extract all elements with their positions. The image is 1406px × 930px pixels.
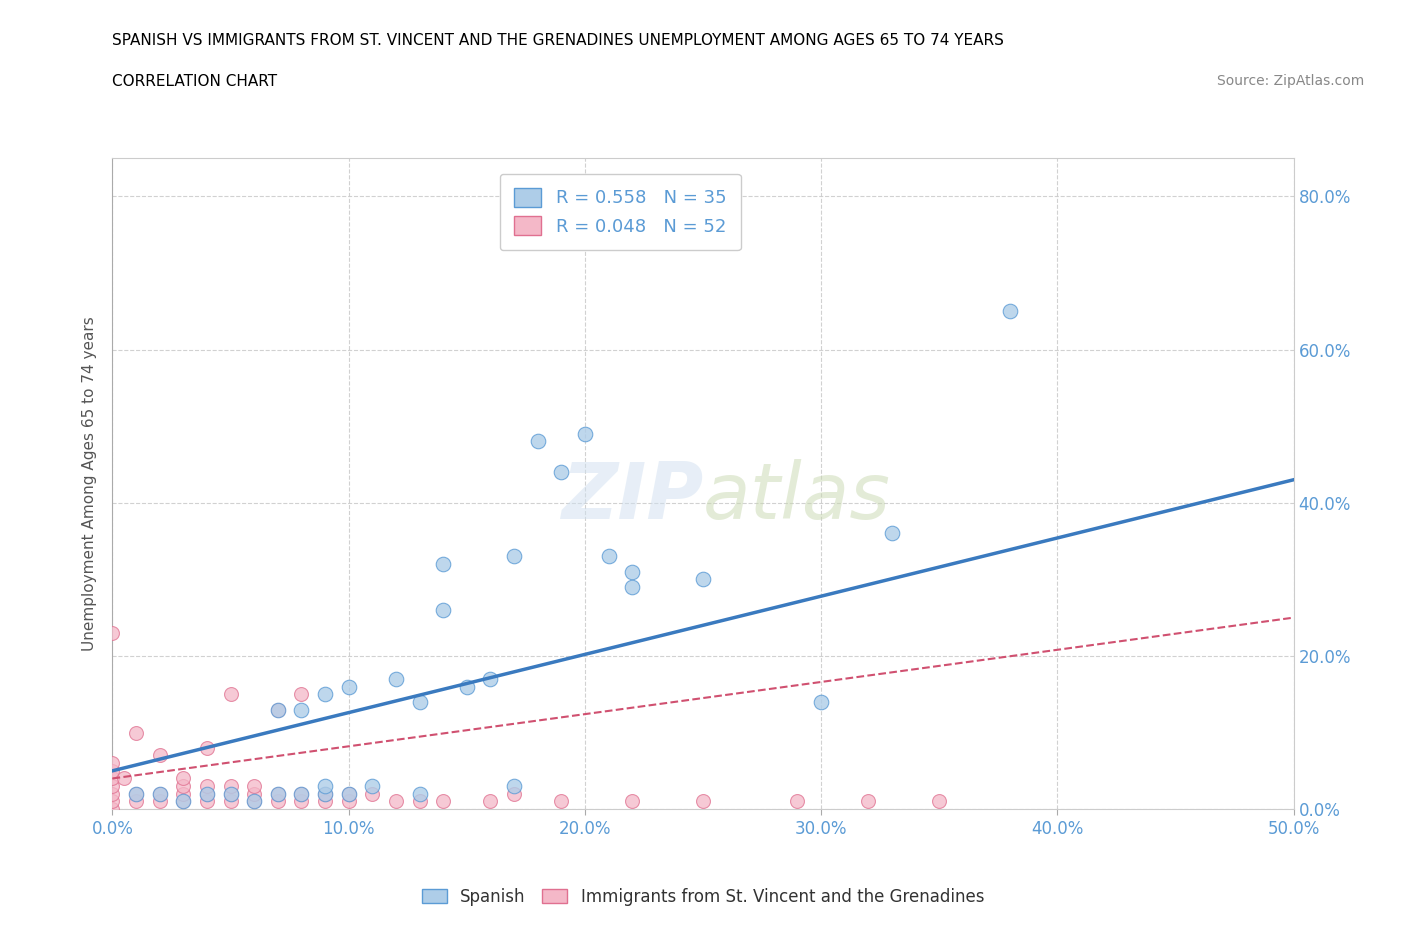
Point xyxy=(503,787,526,802)
Point xyxy=(408,787,430,802)
Point xyxy=(550,794,572,809)
Point xyxy=(267,702,290,717)
Point xyxy=(219,787,242,802)
Point xyxy=(219,778,242,793)
Point xyxy=(290,787,312,802)
Text: ZIP: ZIP xyxy=(561,458,703,535)
Point xyxy=(290,686,312,701)
Point xyxy=(786,794,808,809)
Point xyxy=(243,787,266,802)
Point xyxy=(101,764,124,778)
Point xyxy=(408,794,430,809)
Point xyxy=(574,426,596,441)
Point xyxy=(267,702,290,717)
Point xyxy=(810,695,832,710)
Text: CORRELATION CHART: CORRELATION CHART xyxy=(112,74,277,89)
Point xyxy=(243,794,266,809)
Point xyxy=(692,572,714,587)
Point xyxy=(125,787,148,802)
Point xyxy=(267,794,290,809)
Point xyxy=(432,603,454,618)
Point xyxy=(432,794,454,809)
Point xyxy=(314,794,336,809)
Point xyxy=(101,787,124,802)
Point xyxy=(479,671,502,686)
Legend: Spanish, Immigrants from St. Vincent and the Grenadines: Spanish, Immigrants from St. Vincent and… xyxy=(415,881,991,912)
Point xyxy=(172,771,194,786)
Point xyxy=(314,787,336,802)
Point xyxy=(290,787,312,802)
Point xyxy=(503,549,526,564)
Point xyxy=(598,549,620,564)
Point xyxy=(195,740,218,755)
Point xyxy=(550,465,572,480)
Point xyxy=(337,787,360,802)
Point xyxy=(928,794,950,809)
Point xyxy=(125,794,148,809)
Point xyxy=(621,579,644,594)
Point xyxy=(314,686,336,701)
Point xyxy=(195,794,218,809)
Point xyxy=(101,756,124,771)
Point xyxy=(101,771,124,786)
Point xyxy=(526,434,548,449)
Point xyxy=(195,787,218,802)
Text: atlas: atlas xyxy=(703,458,891,535)
Point xyxy=(479,794,502,809)
Text: Source: ZipAtlas.com: Source: ZipAtlas.com xyxy=(1216,74,1364,88)
Point xyxy=(125,787,148,802)
Point xyxy=(172,794,194,809)
Point xyxy=(149,787,172,802)
Point xyxy=(101,778,124,793)
Point xyxy=(219,787,242,802)
Point xyxy=(314,778,336,793)
Point xyxy=(149,787,172,802)
Point xyxy=(101,626,124,641)
Point xyxy=(361,787,384,802)
Point xyxy=(858,794,880,809)
Point xyxy=(337,787,360,802)
Point xyxy=(290,794,312,809)
Point xyxy=(337,794,360,809)
Y-axis label: Unemployment Among Ages 65 to 74 years: Unemployment Among Ages 65 to 74 years xyxy=(82,316,97,651)
Point xyxy=(314,787,336,802)
Point xyxy=(998,304,1021,319)
Point xyxy=(101,802,124,817)
Point xyxy=(385,794,408,809)
Point xyxy=(267,787,290,802)
Point xyxy=(243,794,266,809)
Point xyxy=(125,725,148,740)
Point xyxy=(172,794,194,809)
Point xyxy=(456,679,478,694)
Point xyxy=(880,526,903,541)
Point xyxy=(503,778,526,793)
Point xyxy=(172,778,194,793)
Point xyxy=(219,794,242,809)
Point xyxy=(219,686,242,701)
Point xyxy=(692,794,714,809)
Legend: R = 0.558   N = 35, R = 0.048   N = 52: R = 0.558 N = 35, R = 0.048 N = 52 xyxy=(499,174,741,250)
Point xyxy=(290,702,312,717)
Point xyxy=(243,778,266,793)
Point xyxy=(385,671,408,686)
Point xyxy=(337,679,360,694)
Point xyxy=(408,695,430,710)
Point xyxy=(149,794,172,809)
Point xyxy=(101,794,124,809)
Point xyxy=(267,787,290,802)
Point xyxy=(621,565,644,579)
Point xyxy=(112,771,135,786)
Point xyxy=(149,748,172,763)
Point xyxy=(172,787,194,802)
Point xyxy=(361,778,384,793)
Point xyxy=(195,787,218,802)
Point xyxy=(432,556,454,571)
Text: SPANISH VS IMMIGRANTS FROM ST. VINCENT AND THE GRENADINES UNEMPLOYMENT AMONG AGE: SPANISH VS IMMIGRANTS FROM ST. VINCENT A… xyxy=(112,33,1004,47)
Point xyxy=(195,778,218,793)
Point xyxy=(621,794,644,809)
